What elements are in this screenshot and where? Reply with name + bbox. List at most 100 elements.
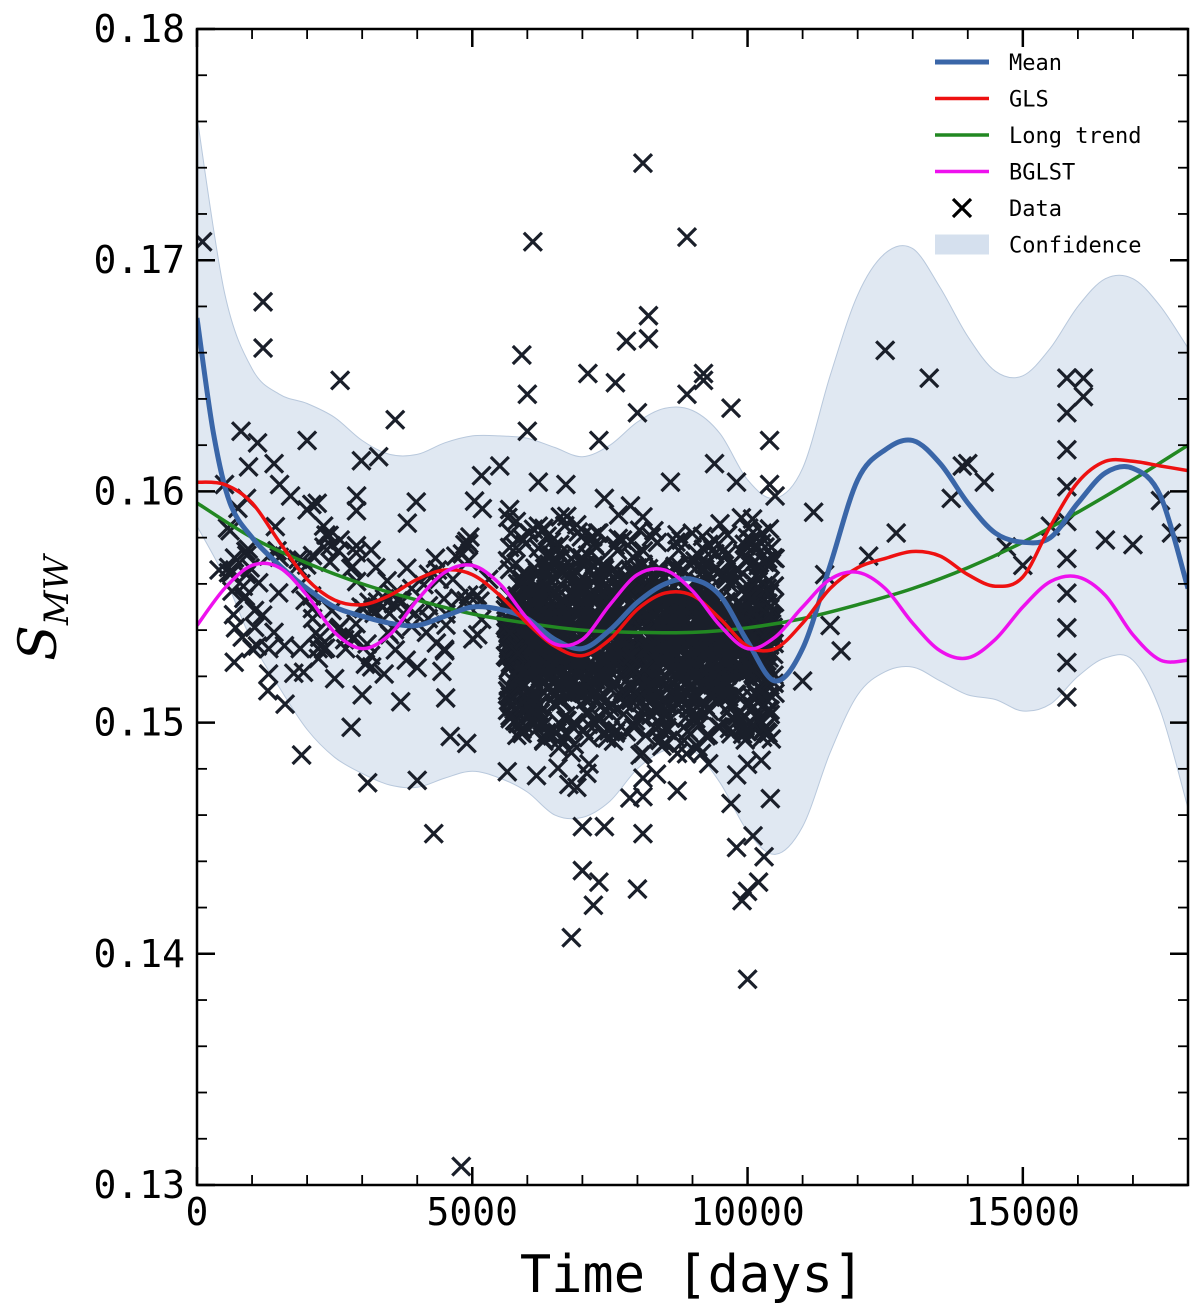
data-point: [497, 761, 518, 782]
data-point: [751, 750, 772, 771]
data-point: [632, 767, 654, 789]
data-point: [324, 668, 345, 689]
data-point: [435, 687, 456, 709]
data-point: [572, 816, 593, 837]
data-point: [606, 720, 627, 741]
legend: Mean GLS Long trend BGLST Data Confidence: [935, 51, 1141, 259]
data-point: [617, 581, 638, 602]
data-point: [753, 846, 775, 867]
data-point: [974, 472, 995, 493]
data-point: [555, 578, 576, 599]
data-point: [638, 305, 659, 326]
data-point: [346, 500, 367, 521]
data-point: [252, 337, 274, 359]
data-point: [274, 693, 296, 715]
data-point: [676, 226, 698, 248]
data-point: [431, 661, 453, 682]
data-point: [638, 328, 659, 349]
data-point: [263, 453, 285, 474]
data-point: [632, 152, 654, 174]
data-point: [560, 685, 582, 706]
data-point: [517, 384, 538, 405]
data-point: [607, 540, 628, 561]
data-point: [620, 495, 641, 516]
data-point: [1056, 548, 1078, 569]
data-point: [232, 627, 253, 648]
data-point: [757, 723, 779, 744]
data-point: [500, 622, 521, 643]
data-point: [1073, 386, 1094, 407]
data-point: [499, 691, 520, 712]
data-point: [663, 640, 684, 661]
data-point: [534, 558, 555, 579]
legend-label-gls: GLS: [1009, 88, 1049, 113]
data-point: [518, 667, 539, 688]
data-point: [737, 661, 758, 682]
data-point: [803, 502, 824, 523]
legend-label-confidence: Confidence: [1009, 234, 1141, 259]
data-point: [587, 665, 608, 686]
data-point: [547, 757, 569, 779]
data-point: [290, 638, 311, 659]
data-point: [577, 363, 599, 384]
data-point: [650, 730, 671, 751]
data-point: [629, 745, 651, 766]
data-point: [442, 569, 464, 590]
data-point: [456, 531, 477, 552]
data-point: [407, 770, 428, 791]
data-point: [635, 725, 656, 746]
data-point: [505, 537, 527, 558]
data-point: [269, 474, 290, 495]
data-point: [268, 582, 289, 603]
data-point: [952, 455, 973, 477]
data-point: [1056, 652, 1078, 673]
data-point: [687, 737, 708, 758]
data-point: [646, 763, 667, 785]
data-point: [604, 673, 625, 694]
data-point: [511, 344, 532, 366]
data-point: [704, 453, 725, 474]
y-tick-label: 0.17: [93, 238, 185, 282]
data-point: [715, 673, 736, 695]
data-point: [627, 878, 648, 900]
data-point: [571, 526, 592, 548]
data-point: [660, 472, 681, 493]
data-point: [831, 640, 852, 662]
data-point: [244, 617, 265, 638]
data-point: [588, 430, 610, 451]
data-point: [654, 664, 675, 685]
data-point: [676, 384, 698, 405]
axis-ticks-layer: 0.13 0.14 0.15 0.16 0.17 0.18 0 5000 10000 15000: [93, 7, 1189, 1234]
data-point: [302, 598, 323, 619]
data-point: [346, 485, 367, 507]
data-point: [218, 557, 239, 578]
data-point: [230, 421, 252, 442]
data-point: [265, 516, 286, 537]
data-point: [737, 969, 758, 990]
data-point: [462, 628, 483, 649]
x-tick-label: 10000: [690, 1190, 804, 1234]
data-points-layer: [197, 152, 1182, 1177]
data-point: [588, 871, 610, 893]
data-point: [390, 691, 411, 712]
data-point: [792, 670, 813, 692]
data-point: [296, 430, 318, 451]
data-point: [307, 493, 328, 514]
data-point: [448, 588, 470, 609]
data-point: [257, 680, 279, 701]
legend-swatch-confidence: [935, 234, 989, 255]
data-point: [679, 675, 701, 697]
data-point: [385, 409, 406, 430]
data-point: [489, 455, 510, 477]
data-point: [528, 538, 549, 559]
data-point: [357, 772, 378, 793]
y-tick-label: 0.14: [93, 932, 185, 976]
data-point: [742, 825, 764, 847]
data-point: [315, 524, 337, 546]
data-point: [385, 639, 406, 661]
data-point: [667, 780, 688, 801]
data-point: [574, 598, 595, 619]
data-point: [726, 472, 747, 493]
data-point: [534, 603, 555, 625]
y-axis-title-sub: MW: [37, 552, 77, 626]
